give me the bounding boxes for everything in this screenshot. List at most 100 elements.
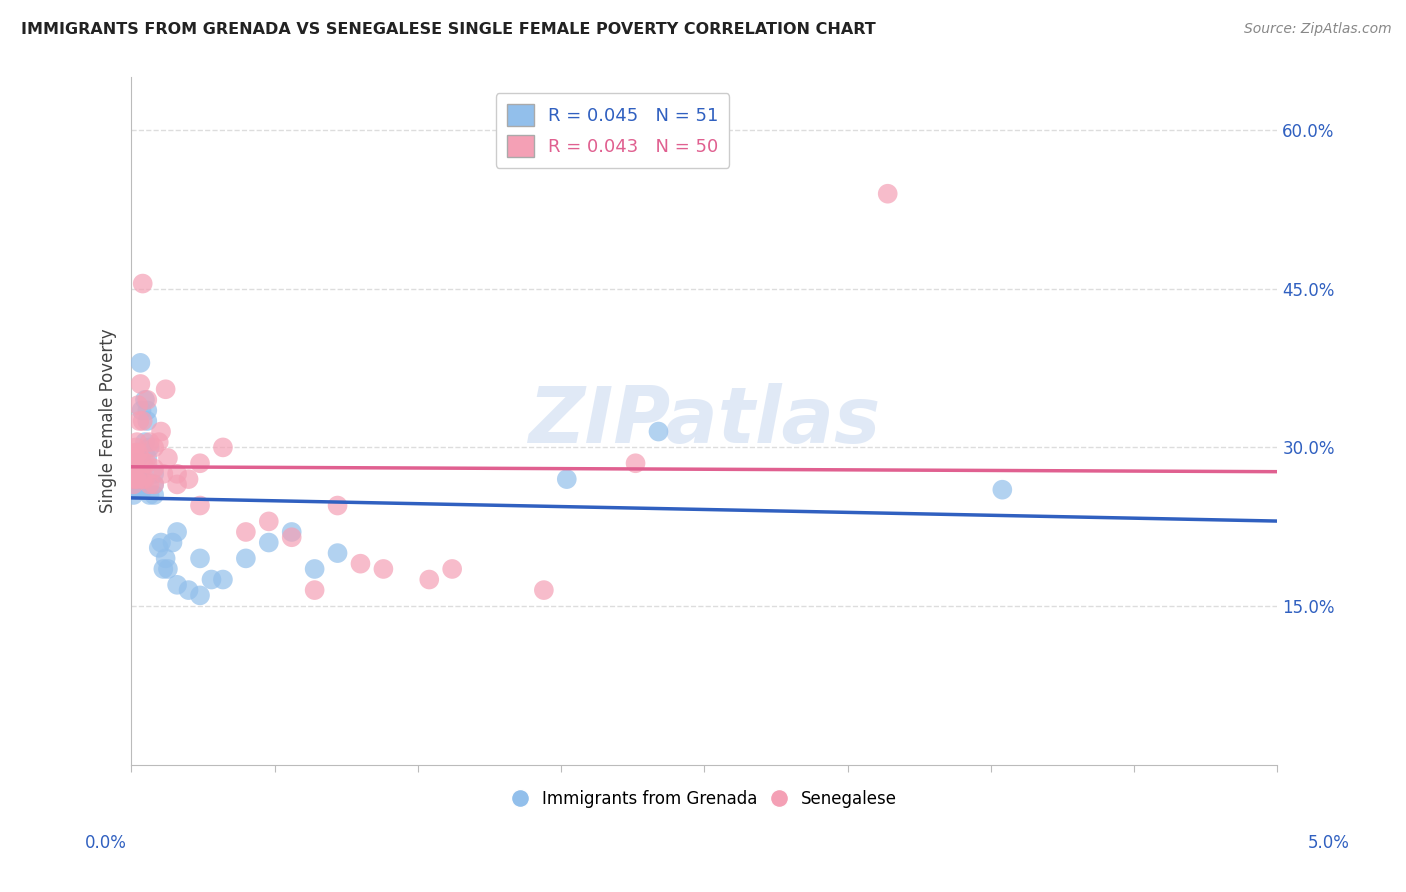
Point <box>555 472 578 486</box>
Point <box>280 524 302 539</box>
Point <box>124 472 146 486</box>
Text: Source: ZipAtlas.com: Source: ZipAtlas.com <box>1244 22 1392 37</box>
Point <box>132 414 155 428</box>
Point <box>127 477 149 491</box>
Point <box>235 551 257 566</box>
Point <box>991 483 1014 497</box>
Point <box>136 450 159 465</box>
Point <box>122 477 145 491</box>
Point <box>212 441 235 455</box>
Point <box>156 562 179 576</box>
Point <box>129 376 152 391</box>
Point <box>418 573 440 587</box>
Point <box>143 467 166 481</box>
Point <box>188 456 211 470</box>
Point <box>131 483 153 497</box>
Text: 0.0%: 0.0% <box>84 834 127 852</box>
Legend: Immigrants from Grenada, Senegalese: Immigrants from Grenada, Senegalese <box>505 783 903 814</box>
Point <box>124 456 146 470</box>
Point <box>200 573 222 587</box>
Point <box>143 461 166 475</box>
Point <box>177 583 200 598</box>
Point <box>134 392 156 407</box>
Point <box>155 382 177 396</box>
Point <box>132 456 155 470</box>
Point <box>122 461 145 475</box>
Point <box>136 414 159 428</box>
Point <box>127 398 149 412</box>
Text: 5.0%: 5.0% <box>1308 834 1350 852</box>
Point <box>143 441 166 455</box>
Point <box>166 477 188 491</box>
Point <box>122 488 145 502</box>
Point <box>235 524 257 539</box>
Point <box>131 403 153 417</box>
Point <box>166 467 188 481</box>
Point <box>441 562 464 576</box>
Point <box>125 472 148 486</box>
Point <box>304 583 326 598</box>
Point <box>177 472 200 486</box>
Point <box>121 477 143 491</box>
Point <box>155 551 177 566</box>
Point <box>121 472 143 486</box>
Point <box>128 483 150 497</box>
Point <box>138 435 160 450</box>
Point <box>127 467 149 481</box>
Point <box>152 467 174 481</box>
Point <box>156 450 179 465</box>
Point <box>349 557 371 571</box>
Point <box>143 477 166 491</box>
Point <box>129 450 152 465</box>
Point <box>150 535 173 549</box>
Point <box>647 425 669 439</box>
Text: ZIPatlas: ZIPatlas <box>529 383 880 459</box>
Point <box>188 588 211 602</box>
Point <box>150 425 173 439</box>
Point <box>125 456 148 470</box>
Point <box>188 499 211 513</box>
Point <box>138 441 160 455</box>
Point <box>132 483 155 497</box>
Point <box>152 562 174 576</box>
Point <box>212 573 235 587</box>
Point <box>125 441 148 455</box>
Point <box>326 546 349 560</box>
Point <box>257 535 280 549</box>
Point <box>128 414 150 428</box>
Point <box>148 435 170 450</box>
Point <box>136 392 159 407</box>
Point <box>188 551 211 566</box>
Point <box>138 488 160 502</box>
Point <box>121 456 143 470</box>
Point <box>533 583 555 598</box>
Point <box>143 488 166 502</box>
Point <box>125 472 148 486</box>
Point <box>143 477 166 491</box>
Point <box>122 477 145 491</box>
Point <box>132 472 155 486</box>
Point <box>136 456 159 470</box>
Point <box>148 541 170 555</box>
Point <box>134 472 156 486</box>
Point <box>125 483 148 497</box>
Point <box>373 562 395 576</box>
Point <box>124 483 146 497</box>
Point <box>125 467 148 481</box>
Point <box>125 472 148 486</box>
Text: IMMIGRANTS FROM GRENADA VS SENEGALESE SINGLE FEMALE POVERTY CORRELATION CHART: IMMIGRANTS FROM GRENADA VS SENEGALESE SI… <box>21 22 876 37</box>
Point <box>132 472 155 486</box>
Point <box>162 535 184 549</box>
Point <box>624 456 647 470</box>
Point <box>257 515 280 529</box>
Point <box>326 499 349 513</box>
Point <box>280 530 302 544</box>
Point <box>125 435 148 450</box>
Point <box>134 456 156 470</box>
Point <box>166 578 188 592</box>
Point <box>304 562 326 576</box>
Point <box>124 445 146 459</box>
Point <box>138 477 160 491</box>
Point <box>134 435 156 450</box>
Point <box>129 356 152 370</box>
